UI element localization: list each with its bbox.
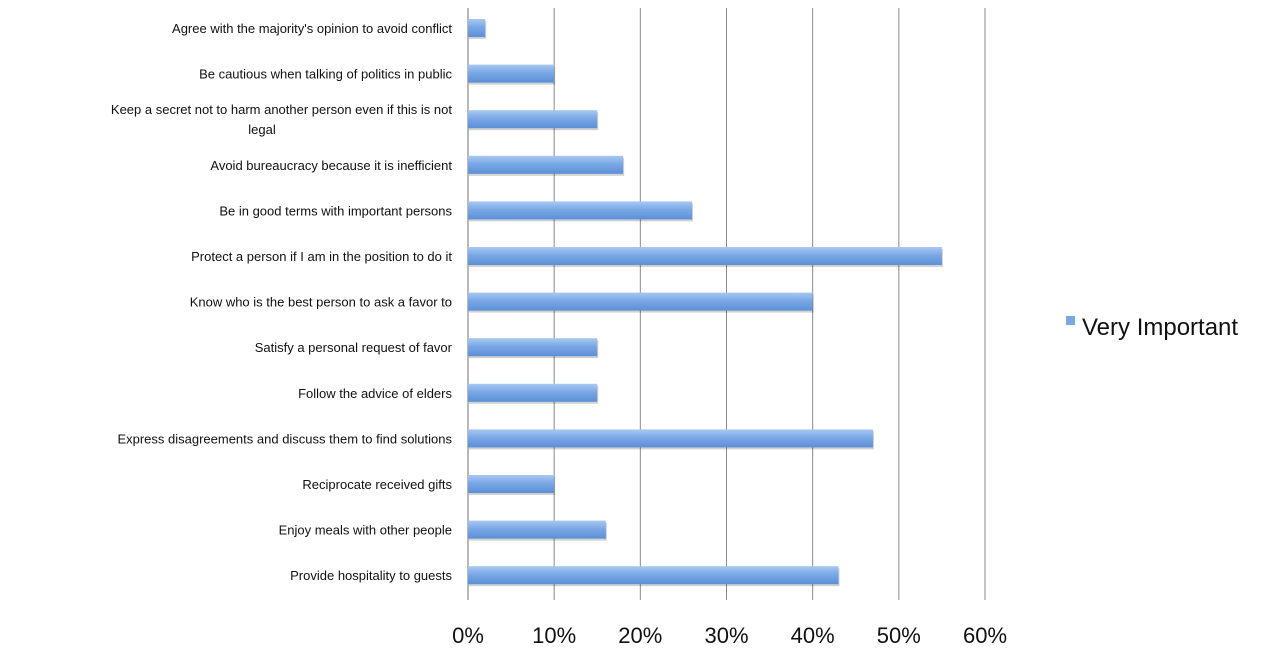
category-label: Protect a person if I am in the position… [191,249,452,264]
bars [468,19,943,587]
x-tick-label: 30% [704,623,748,648]
bar [468,155,624,174]
x-tick-label: 40% [791,623,835,648]
category-label: Provide hospitality to guests [290,568,452,583]
gridlines [467,8,986,600]
bar [468,110,598,129]
category-label: Satisfy a personal request of favor [255,340,453,355]
category-label: Express disagreements and discuss them t… [117,431,452,446]
x-tick-label: 0% [452,623,484,648]
bar [468,338,598,357]
bar [468,520,606,539]
bar [468,201,693,220]
bar [468,383,598,402]
legend-swatch [1066,316,1075,325]
category-label: Enjoy meals with other people [279,523,452,538]
bar [468,64,555,83]
category-label: Avoid bureaucracy because it is ineffici… [210,158,452,173]
category-label: Agree with the majority's opinion to avo… [172,21,452,36]
bar [468,19,486,37]
category-label: Be cautious when talking of politics in … [199,67,452,82]
bar [468,566,839,585]
category-label: Reciprocate received gifts [302,477,452,492]
legend: Very Important [1066,314,1238,341]
category-label: Be in good terms with important persons [219,203,452,218]
x-tick-label: 10% [532,623,576,648]
x-tick-label: 20% [618,623,662,648]
bar [468,292,813,311]
category-label: Keep a secret not to harm another person… [111,102,452,137]
bar [468,475,555,493]
x-axis-ticks: 0% 10% 20% 30% 40% 50% 60% [452,623,1007,648]
category-label: Know who is the best person to ask a fav… [190,295,452,310]
bar [468,429,873,448]
category-labels: Agree with the majority's opinion to avo… [111,21,453,583]
x-tick-label: 60% [963,623,1007,648]
x-tick-label: 50% [877,623,921,648]
bar [468,247,942,265]
legend-label: Very Important [1082,314,1238,341]
category-label: Follow the advice of elders [298,386,452,401]
